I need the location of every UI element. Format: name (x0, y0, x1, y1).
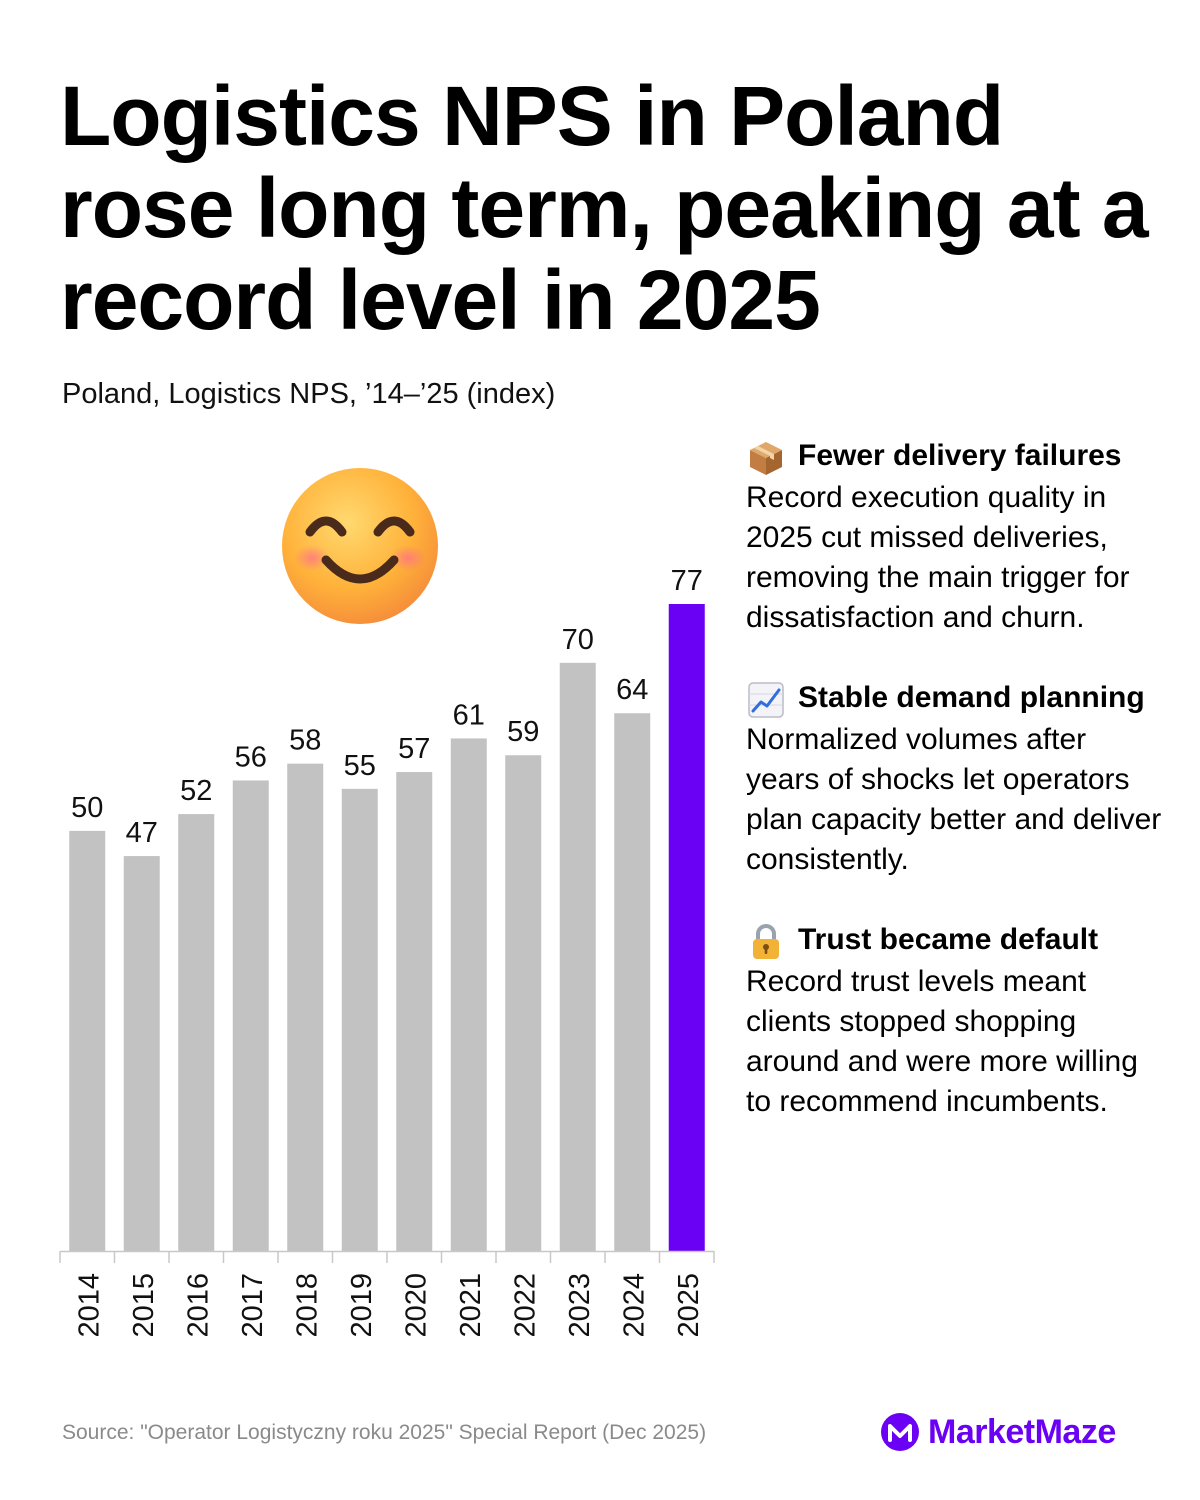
bar-2018 (287, 763, 324, 1251)
data-label-2021: 61 (453, 699, 485, 731)
point-body: Normalized volumes after years of shocks… (746, 723, 1162, 876)
brand-name: MarketMaze (928, 1412, 1116, 1451)
data-label-2022: 59 (507, 716, 539, 748)
data-label-2019: 55 (344, 750, 376, 782)
bar-2015 (123, 856, 160, 1251)
x-tick-2023: 2023 (564, 1273, 596, 1338)
x-tick-2022: 2022 (509, 1273, 541, 1338)
bar-2014 (69, 830, 106, 1251)
key-points: Fewer delivery failures Record execution… (746, 436, 1166, 1162)
x-tick-2021: 2021 (455, 1273, 487, 1338)
package-icon (750, 442, 782, 475)
x-tick-2024: 2024 (618, 1273, 650, 1338)
page-title: Logistics NPS in Poland rose long term, … (60, 69, 1149, 347)
bar-2019 (341, 788, 378, 1251)
bar-2017 (232, 780, 269, 1251)
x-tick-2018: 2018 (291, 1273, 323, 1338)
point-heading: Stable demand planning (798, 681, 1145, 714)
point-trust: Trust became default Record trust levels… (746, 920, 1166, 1122)
smiling-face-icon (282, 468, 438, 624)
chart-increasing-icon (748, 682, 784, 718)
data-label-2023: 70 (562, 624, 594, 656)
data-label-2015: 47 (126, 817, 158, 849)
bar-2016 (178, 814, 215, 1251)
x-tick-2019: 2019 (346, 1273, 378, 1338)
data-label-2020: 57 (398, 733, 430, 765)
data-label-2024: 64 (616, 674, 648, 706)
x-tick-2016: 2016 (182, 1273, 214, 1338)
bar-2022 (505, 755, 542, 1251)
point-heading: Fewer delivery failures (798, 439, 1122, 472)
bar-2023 (559, 662, 596, 1251)
bar-2021 (450, 738, 487, 1251)
point-body: Record trust levels meant clients stoppe… (746, 965, 1138, 1118)
point-demand-planning: Stable demand planning Normalized volume… (746, 678, 1166, 880)
bar-2025 (668, 604, 705, 1251)
point-heading: Trust became default (798, 923, 1099, 956)
point-body: Record execution quality in 2025 cut mis… (746, 481, 1130, 634)
source-note: Source: "Operator Logistyczny roku 2025"… (62, 1421, 707, 1444)
data-label-2016: 52 (180, 775, 212, 807)
chart-subtitle: Poland, Logistics NPS, ’14–’25 (index) (62, 378, 556, 410)
bar-2020 (396, 772, 433, 1251)
x-tick-2025: 2025 (673, 1273, 705, 1338)
data-label-2018: 58 (289, 725, 321, 757)
marketmaze-logo-icon (881, 1413, 919, 1451)
x-tick-2014: 2014 (73, 1273, 105, 1338)
data-label-2014: 50 (71, 792, 103, 824)
data-label-2017: 56 (235, 741, 267, 773)
x-tick-2017: 2017 (237, 1273, 269, 1338)
lock-icon (753, 924, 779, 959)
bar-2024 (614, 713, 651, 1251)
x-tick-2020: 2020 (400, 1273, 432, 1338)
point-delivery-failures: Fewer delivery failures Record execution… (746, 436, 1166, 638)
x-tick-2015: 2015 (128, 1273, 160, 1338)
data-label-2025: 77 (671, 565, 703, 597)
brand-logo: MarketMaze (880, 1412, 1116, 1452)
